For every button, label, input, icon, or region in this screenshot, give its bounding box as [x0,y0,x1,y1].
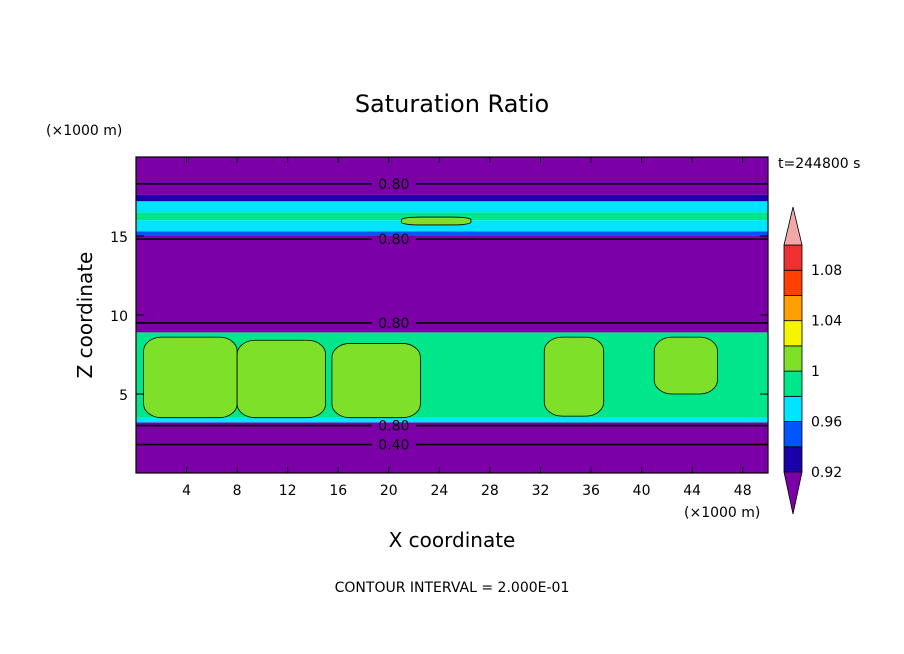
colorbar-label-4: 1.08 [811,263,842,279]
colorbar-label-0: 0.92 [811,465,842,481]
supersaturated-region-0 [143,336,238,419]
contour-label-2: 0.80 [378,316,409,332]
x-axis-label: X coordinate [389,528,516,552]
y-tick-label-15: 15 [110,230,128,246]
time-label: t=244800 s [778,156,860,172]
supersaturated-region-4 [653,336,718,395]
x-tick-label-44: 44 [683,483,701,499]
y-axis-label: Z coordinate [73,252,97,379]
contour-label-1: 0.80 [378,232,409,248]
colorbar-upper-arrow [783,206,803,246]
field-band-7 [136,201,768,213]
colorbar-segment-1 [783,421,803,448]
colorbar-label-3: 1.04 [811,314,842,330]
supersaturated-region-3 [543,336,605,417]
supersaturated-region-2 [331,343,421,419]
field-band-8 [136,194,768,202]
supersaturated-region-5 [401,216,472,226]
field-band-1 [136,417,768,423]
colorbar-label-1: 0.96 [811,415,842,431]
colorbar-segment-5 [783,320,803,347]
x-tick-label-8: 8 [233,483,242,499]
contour-interval-footer: CONTOUR INTERVAL = 2.000E-01 [335,580,570,596]
x-tick-label-36: 36 [582,483,600,499]
colorbar-segment-7 [783,269,803,296]
field-band-5 [136,220,768,232]
field-band-4 [136,231,768,236]
chart-title: Saturation Ratio [355,90,549,118]
field-band-3 [136,236,768,333]
x-tick-label-28: 28 [481,483,499,499]
x-tick-label-48: 48 [734,483,752,499]
x-tick-label-40: 40 [633,483,651,499]
supersaturated-region-1 [236,339,326,419]
x-tick-label-4: 4 [182,483,191,499]
x-unit-label: (×1000 m) [684,505,760,521]
x-tick-label-12: 12 [279,483,297,499]
colorbar-segment-6 [783,295,803,322]
y-unit-label: (×1000 m) [46,123,122,139]
x-tick-label-32: 32 [532,483,550,499]
colorbar-segment-2 [783,395,803,422]
field-band-6 [136,212,768,221]
contour-label-3: 0.80 [378,419,409,435]
colorbar-label-2: 1 [811,364,820,380]
colorbar-segment-0 [783,446,803,473]
plot-field [136,157,768,473]
x-axis: 4 8 12 16 20 24 28 32 36 40 44 48 [182,157,752,499]
field-band-0 [136,422,768,473]
colorbar-segment-8 [783,244,803,271]
y-tick-label-5: 5 [119,388,128,404]
x-tick-label-16: 16 [329,483,347,499]
colorbar-segment-3 [783,370,803,397]
colorbar-lower-arrow [783,471,803,515]
y-axis: 5 10 15 [110,230,768,404]
x-tick-label-20: 20 [380,483,398,499]
contour-lines: 0.80 0.80 0.80 0.80 0.40 [136,177,768,454]
x-tick-label-24: 24 [430,483,448,499]
contour-label-0: 0.80 [378,177,409,193]
contour-label-4: 0.40 [378,438,409,454]
colorbar-segment-4 [783,345,803,372]
colorbar: 0.92 0.96 1 1.04 1.08 [783,206,842,515]
field-band-9 [136,157,768,195]
y-tick-label-10: 10 [110,309,128,325]
